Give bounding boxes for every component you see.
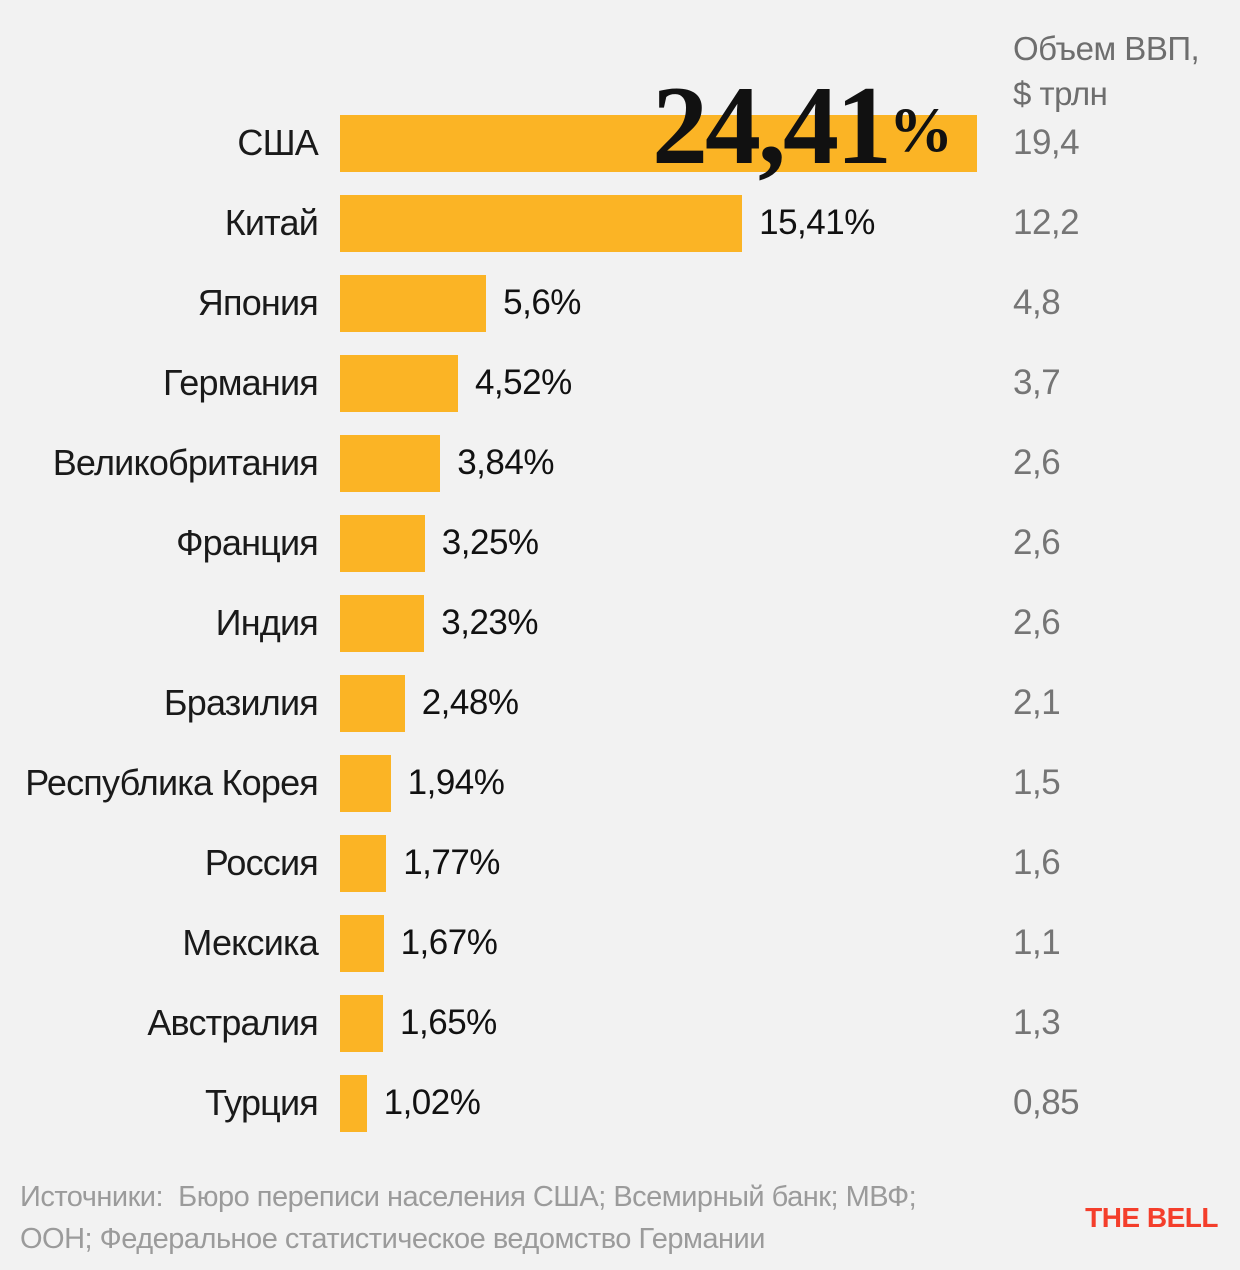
- country-label: Великобритания: [52, 442, 319, 483]
- gdp-value: 1,1: [1013, 923, 1061, 962]
- share-value-label: 5,6%: [503, 283, 581, 322]
- bar-area: 3,84%: [340, 423, 1240, 503]
- chart-row: Австралия 1,65% 1,3: [0, 983, 1240, 1063]
- share-value-label: 4,52%: [474, 363, 572, 402]
- bar: [340, 194, 743, 252]
- bar: [340, 914, 384, 972]
- sources-line2: ООН; Федеральное статистическое ведомств…: [20, 1223, 765, 1255]
- bar-area: 15,41%: [340, 183, 1240, 263]
- chart-row: Турция 1,02% 0,85: [0, 1063, 1240, 1143]
- gdp-value: 1,5: [1013, 763, 1061, 802]
- gdp-value: 12,2: [1013, 203, 1080, 242]
- country-label: Мексика: [182, 922, 318, 963]
- bar-area: 4,52%: [340, 343, 1240, 423]
- chart-row: Япония 5,6% 4,8: [0, 263, 1240, 343]
- country-label: Германия: [163, 362, 319, 403]
- bar: [340, 1074, 367, 1132]
- country-label: Китай: [224, 202, 319, 243]
- bar: [340, 354, 458, 412]
- bar-area: 5,6%: [340, 263, 1240, 343]
- chart-row: Республика Корея 1,94% 1,5: [0, 743, 1240, 823]
- share-value-label: 3,25%: [441, 523, 539, 562]
- bar-area: 1,02%: [340, 1063, 1240, 1143]
- country-label: Индия: [215, 602, 319, 643]
- gdp-value: 2,6: [1013, 443, 1061, 482]
- gdp-value: 19,4: [1013, 123, 1080, 162]
- country-label: Бразилия: [163, 682, 319, 723]
- bar-chart: США 24,41% 19,4 Китай 15,41% 12,2 Япония 5,6% 4,…: [0, 70, 1240, 1143]
- share-value-label: 1,94%: [407, 763, 505, 802]
- sources-line1: Источники: Бюро переписи населения США; …: [20, 1181, 917, 1213]
- share-value-label: 1,67%: [400, 923, 498, 962]
- bar: [340, 594, 425, 652]
- share-value-label: 1,65%: [400, 1003, 497, 1042]
- bar-area: 1,65%: [340, 983, 1240, 1063]
- bar: [340, 994, 384, 1052]
- bar: [340, 514, 425, 572]
- share-value-label: 3,23%: [441, 603, 539, 642]
- gdp-value: 3,7: [1013, 363, 1061, 402]
- country-label: Россия: [204, 842, 319, 883]
- chart-row: Великобритания 3,84% 2,6: [0, 423, 1240, 503]
- sources-note: Источники: Бюро переписи населения США; …: [20, 1176, 917, 1260]
- bar-area: 1,77%: [340, 823, 1240, 903]
- chart-row: США 24,41% 19,4: [0, 70, 1240, 183]
- gdp-value: 2,6: [1013, 523, 1061, 562]
- gdp-value: 0,85: [1013, 1083, 1080, 1122]
- chart-row: Мексика 1,67% 1,1: [0, 903, 1240, 983]
- country-label: Республика Корея: [25, 762, 319, 803]
- share-value-label: 1,02%: [383, 1083, 481, 1122]
- chart-row: Россия 1,77% 1,6: [0, 823, 1240, 903]
- country-label: Австралия: [147, 1002, 318, 1043]
- bar-area: 3,23%: [340, 583, 1240, 663]
- share-value-number: 24,41: [652, 63, 892, 188]
- gdp-column-header: Объем ВВП, $ трлн: [1013, 26, 1200, 116]
- bar: 24,41%: [340, 70, 977, 182]
- chart-row: Бразилия 2,48% 2,1: [0, 663, 1240, 743]
- chart-row: Индия 3,23% 2,6: [0, 583, 1240, 663]
- country-label: Франция: [176, 522, 319, 563]
- share-value-percent-sign: %: [889, 93, 953, 165]
- bar-area: 24,41%: [340, 70, 1240, 183]
- country-label: Япония: [197, 282, 319, 323]
- chart-row: Германия 4,52% 3,7: [0, 343, 1240, 423]
- gdp-value: 1,3: [1013, 1003, 1061, 1042]
- gdp-column-header-line1: Объем ВВП,: [1013, 30, 1200, 67]
- bar: [340, 754, 391, 812]
- bar-area: 2,48%: [340, 663, 1240, 743]
- share-value-label: 1,77%: [403, 843, 500, 882]
- share-value-label-big: 24,41%: [652, 70, 953, 182]
- share-value-label: 3,84%: [457, 443, 554, 482]
- chart-row: Китай 15,41% 12,2: [0, 183, 1240, 263]
- bar: [340, 834, 387, 892]
- gdp-value: 4,8: [1013, 283, 1061, 322]
- gdp-value: 2,6: [1013, 603, 1061, 642]
- bar: [340, 274, 487, 332]
- country-label: США: [237, 122, 318, 163]
- bar-area: 3,25%: [340, 503, 1240, 583]
- share-value-label: 15,41%: [759, 203, 875, 242]
- gdp-column-header-line2: $ трлн: [1013, 75, 1108, 112]
- gdp-value: 1,6: [1013, 843, 1061, 882]
- bar-area: 1,67%: [340, 903, 1240, 983]
- bar: [340, 674, 405, 732]
- share-value-label: 2,48%: [421, 683, 519, 722]
- the-bell-logo: THE BELL: [1085, 1202, 1218, 1233]
- bar: [340, 434, 441, 492]
- chart-row: Франция 3,25% 2,6: [0, 503, 1240, 583]
- gdp-value: 2,1: [1013, 683, 1061, 722]
- bar-area: 1,94%: [340, 743, 1240, 823]
- country-label: Турция: [204, 1082, 319, 1123]
